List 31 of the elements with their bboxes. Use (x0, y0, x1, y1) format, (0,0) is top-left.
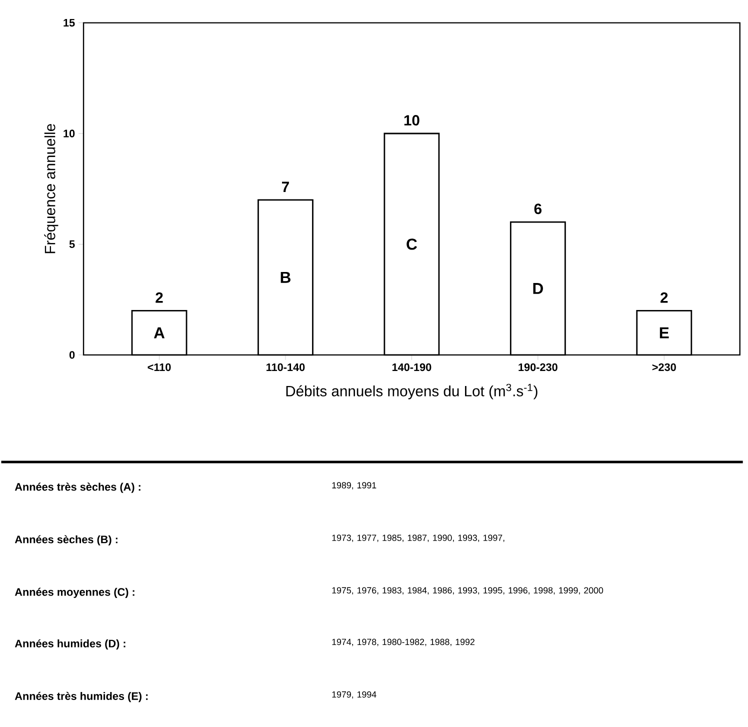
data-label: 7 (282, 182, 289, 192)
text: 1979, 1994 (332, 691, 376, 699)
text: Années très sèches (A) : (14, 482, 140, 494)
annotation: B (280, 272, 290, 283)
text: Années sèches (B) : (14, 535, 118, 546)
annotation: E (660, 327, 669, 338)
y-tick-label: 5 (69, 240, 75, 248)
data-label: 2 (156, 292, 163, 303)
y-axis-title: Fréquence annuelle (44, 124, 58, 254)
text: 1975, 1976, 1983, 1984, 1986, 1993, 1995, 1996, 1998, 1999, 2000 (332, 587, 604, 595)
annotation: A (154, 327, 165, 338)
text: 1974, 1978, 1980-1982, 1988, 1992 (332, 638, 474, 646)
x-tick-label: 110-140 (266, 364, 305, 372)
text: Années moyennes (C) : (14, 588, 134, 598)
data-label: 6 (534, 204, 542, 214)
y-tick-label: 15 (64, 19, 75, 27)
y-tick-label: 0 (69, 351, 75, 359)
data-label: 10 (404, 115, 420, 126)
annotation: C (406, 238, 417, 250)
annotation: D (533, 283, 543, 294)
data-label: 2 (660, 292, 668, 303)
x-tick-label: >230 (652, 364, 676, 372)
x-tick-label: 140-190 (392, 364, 432, 372)
text: 1989, 1991 (332, 482, 376, 490)
x-tick-label: 190-230 (518, 364, 558, 372)
y-tick-label: 10 (64, 130, 75, 138)
text: Années très humides (E) : (14, 692, 148, 702)
text: Années humides (D) : (14, 639, 126, 650)
text: 1973, 1977, 1985, 1987, 1990, 1993, 1997, (332, 534, 504, 542)
x-tick-label: <110 (148, 364, 171, 372)
x-axis-title: Débits annuels moyens du Lot (m$^{3}$.s$^{-1}$) (286, 384, 538, 400)
